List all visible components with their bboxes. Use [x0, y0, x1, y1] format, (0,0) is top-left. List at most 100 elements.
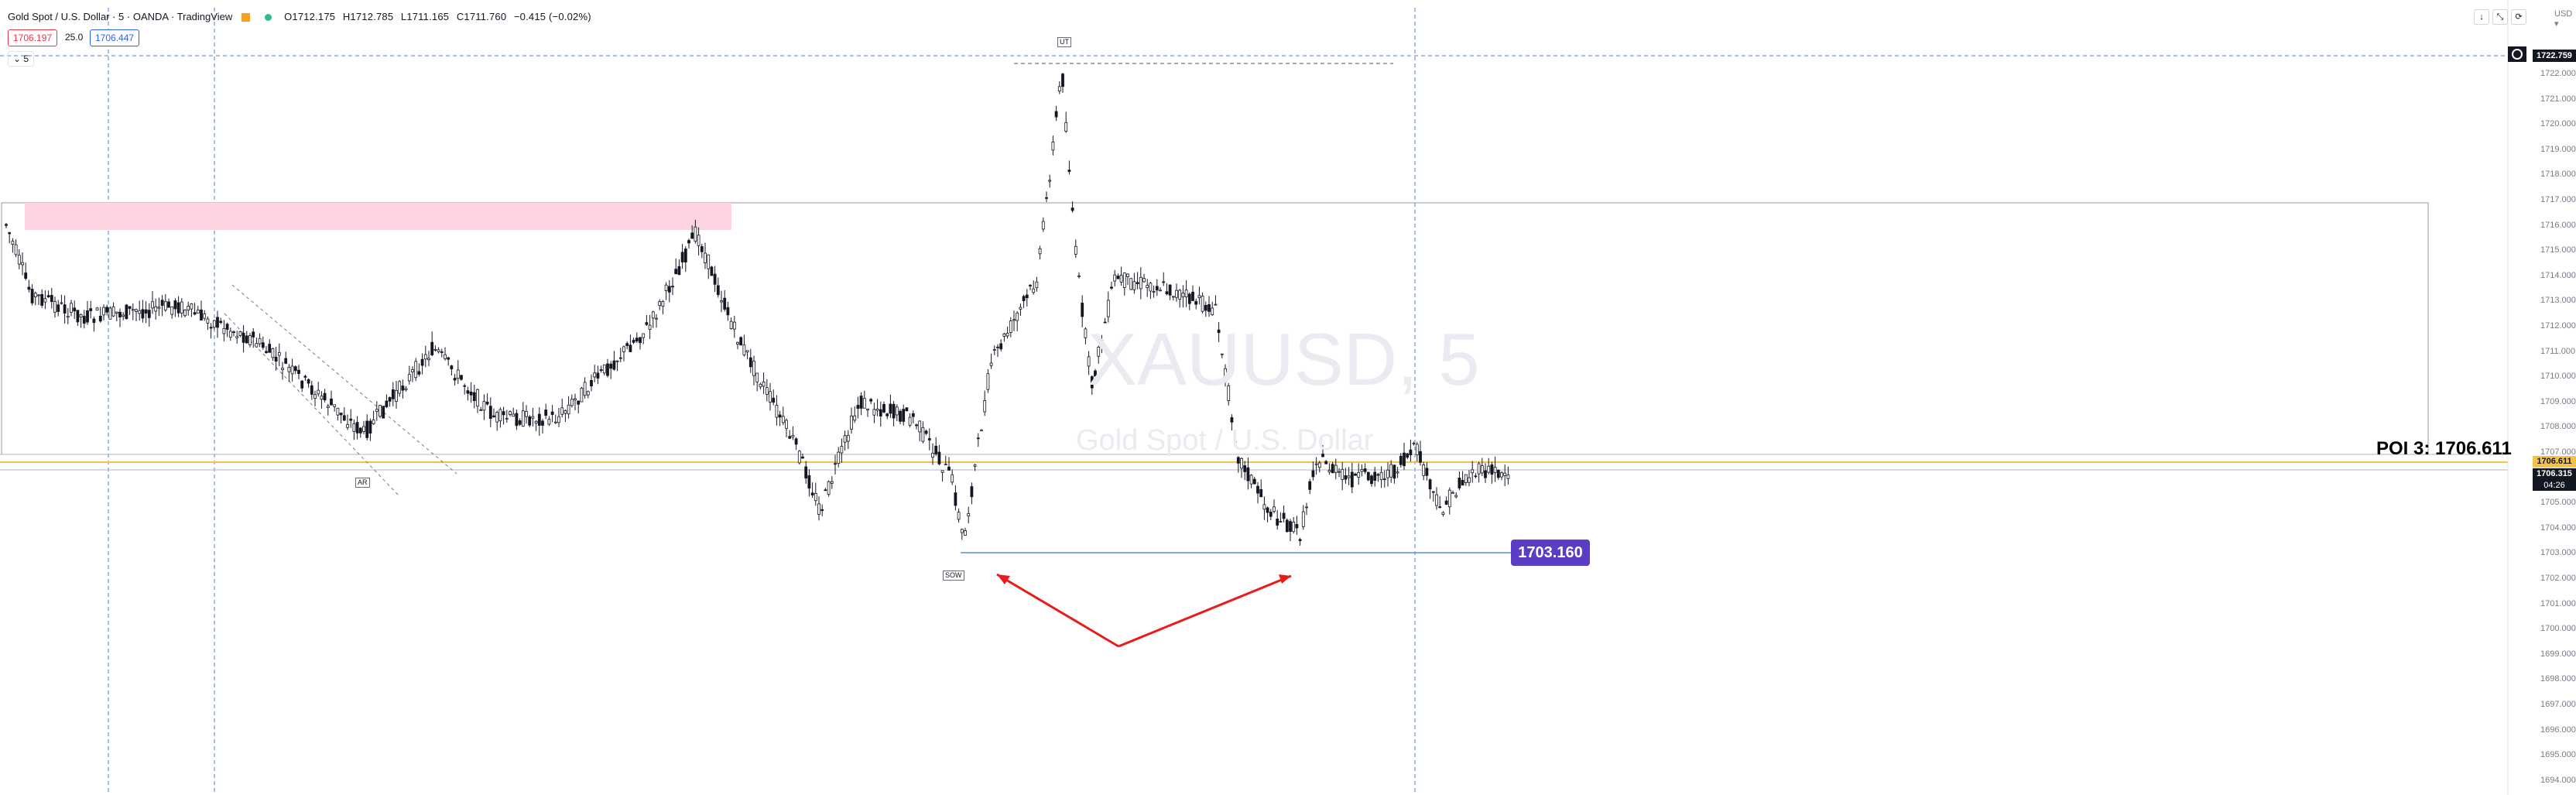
ut-marker[interactable]: UT: [1057, 37, 1071, 47]
candle-body: [553, 421, 557, 423]
candle-body: [1341, 468, 1345, 480]
candle-body: [76, 310, 80, 323]
candle-body: [869, 399, 873, 402]
market-open-dot-icon: [265, 14, 272, 22]
candle-body: [303, 375, 307, 378]
price-tick-label: 1696.000: [2540, 725, 2576, 735]
candle-body: [674, 269, 678, 275]
candle-body: [1425, 468, 1429, 476]
candle-body: [1002, 333, 1006, 337]
candle-body: [537, 413, 541, 426]
collapse-indicators-button[interactable]: ⌄ 5: [8, 51, 35, 67]
candle-body: [245, 335, 248, 344]
candle-body: [1477, 463, 1481, 475]
candle-body: [108, 307, 112, 320]
candle-body: [583, 382, 587, 396]
candle-body: [1295, 523, 1299, 529]
candle-body: [144, 309, 148, 314]
candle-body: [333, 404, 337, 407]
candle-body: [911, 413, 915, 417]
candle-body: [625, 343, 629, 346]
candle-body: [349, 418, 353, 421]
candle-body: [736, 341, 739, 344]
candle-body: [732, 321, 736, 330]
candle-body: [713, 273, 717, 285]
candle-body: [37, 294, 40, 296]
candle-body: [1506, 475, 1510, 479]
candle-body: [1142, 278, 1146, 283]
candle-body: [704, 252, 707, 263]
candle-body: [902, 409, 906, 422]
candle-body: [983, 400, 987, 413]
settings-button[interactable]: [2508, 46, 2526, 62]
candle-body: [1269, 512, 1273, 517]
candle-body: [398, 381, 402, 394]
candle-body: [8, 232, 12, 235]
candle-body: [281, 368, 284, 371]
candle-body: [488, 406, 492, 420]
candle-body: [242, 332, 245, 343]
candle-body: [807, 475, 811, 489]
currency-dropdown-icon[interactable]: USD ▾: [2554, 9, 2573, 29]
candle-body: [772, 397, 776, 403]
price-tick-label: 1707.000: [2540, 447, 2576, 457]
candle-body: [232, 331, 235, 334]
symbol-watermark: XAUUSD, 5: [1088, 318, 1480, 401]
price-tick-label: 1702.000: [2540, 574, 2576, 583]
candle-body: [1146, 285, 1149, 288]
candle-body: [98, 315, 102, 322]
candle-body: [1025, 294, 1029, 299]
candle-body: [992, 349, 996, 351]
sell-price-button[interactable]: 1706.197: [8, 29, 58, 46]
candle-body: [1334, 464, 1338, 473]
settings-icon[interactable]: [2512, 49, 2523, 60]
price-tick-label: 1719.000: [2540, 144, 2576, 154]
candle-body: [1159, 290, 1162, 292]
candle-body: [1298, 539, 1302, 541]
flag-icon[interactable]: [241, 13, 250, 22]
candle-body: [268, 344, 272, 353]
candle-body: [677, 266, 681, 276]
candle-body: [222, 327, 226, 334]
symbol-title[interactable]: Gold Spot / U.S. Dollar · 5 · OANDA · Tr…: [8, 11, 233, 22]
down-arrow-icon[interactable]: ↓: [2474, 9, 2489, 25]
candle-body: [1338, 471, 1341, 473]
candle-body: [219, 320, 223, 323]
reset-icon[interactable]: ⟳: [2511, 9, 2526, 25]
candle-body: [921, 427, 925, 442]
candle-body: [27, 286, 31, 290]
candle-body: [609, 363, 613, 369]
candle-body: [655, 317, 658, 320]
fullscreen-icon[interactable]: ⤡: [2492, 9, 2508, 25]
price-tick-label: 1710.000: [2540, 372, 2576, 382]
level-price-label[interactable]: 1703.160: [1511, 540, 1590, 566]
symbol-legend[interactable]: Gold Spot / U.S. Dollar · 5 · OANDA · Tr…: [8, 11, 591, 22]
candle-body: [320, 396, 324, 400]
price-tick-label: 1721.000: [2540, 94, 2576, 104]
candle-body: [1266, 507, 1269, 513]
candle-body: [599, 369, 603, 371]
candle-body: [1005, 333, 1009, 337]
sow-marker[interactable]: SOW: [943, 571, 964, 581]
price-tick-label: 1718.000: [2540, 170, 2576, 180]
candle-body: [1045, 197, 1048, 199]
candle-body: [1016, 312, 1019, 321]
buy-price-button[interactable]: 1706.447: [90, 29, 140, 46]
candle-body: [225, 324, 229, 330]
candle-body: [1461, 479, 1464, 486]
ar-marker[interactable]: AR: [355, 478, 370, 488]
price-tick-label: 1697.000: [2540, 700, 2576, 709]
candle-body: [1373, 471, 1377, 481]
candle-body: [1155, 286, 1159, 291]
candle-body: [440, 351, 444, 353]
price-tick-label: 1712.000: [2540, 321, 2576, 331]
price-tick-label: 1701.000: [2540, 598, 2576, 608]
candle-body: [905, 407, 909, 412]
candle-body: [937, 451, 941, 464]
candle-body: [1415, 444, 1419, 456]
candle-body: [931, 453, 934, 458]
poi-label[interactable]: POI 3: 1706.611: [2376, 438, 2512, 459]
candle-body: [1038, 248, 1042, 255]
candle-body: [1256, 485, 1259, 494]
